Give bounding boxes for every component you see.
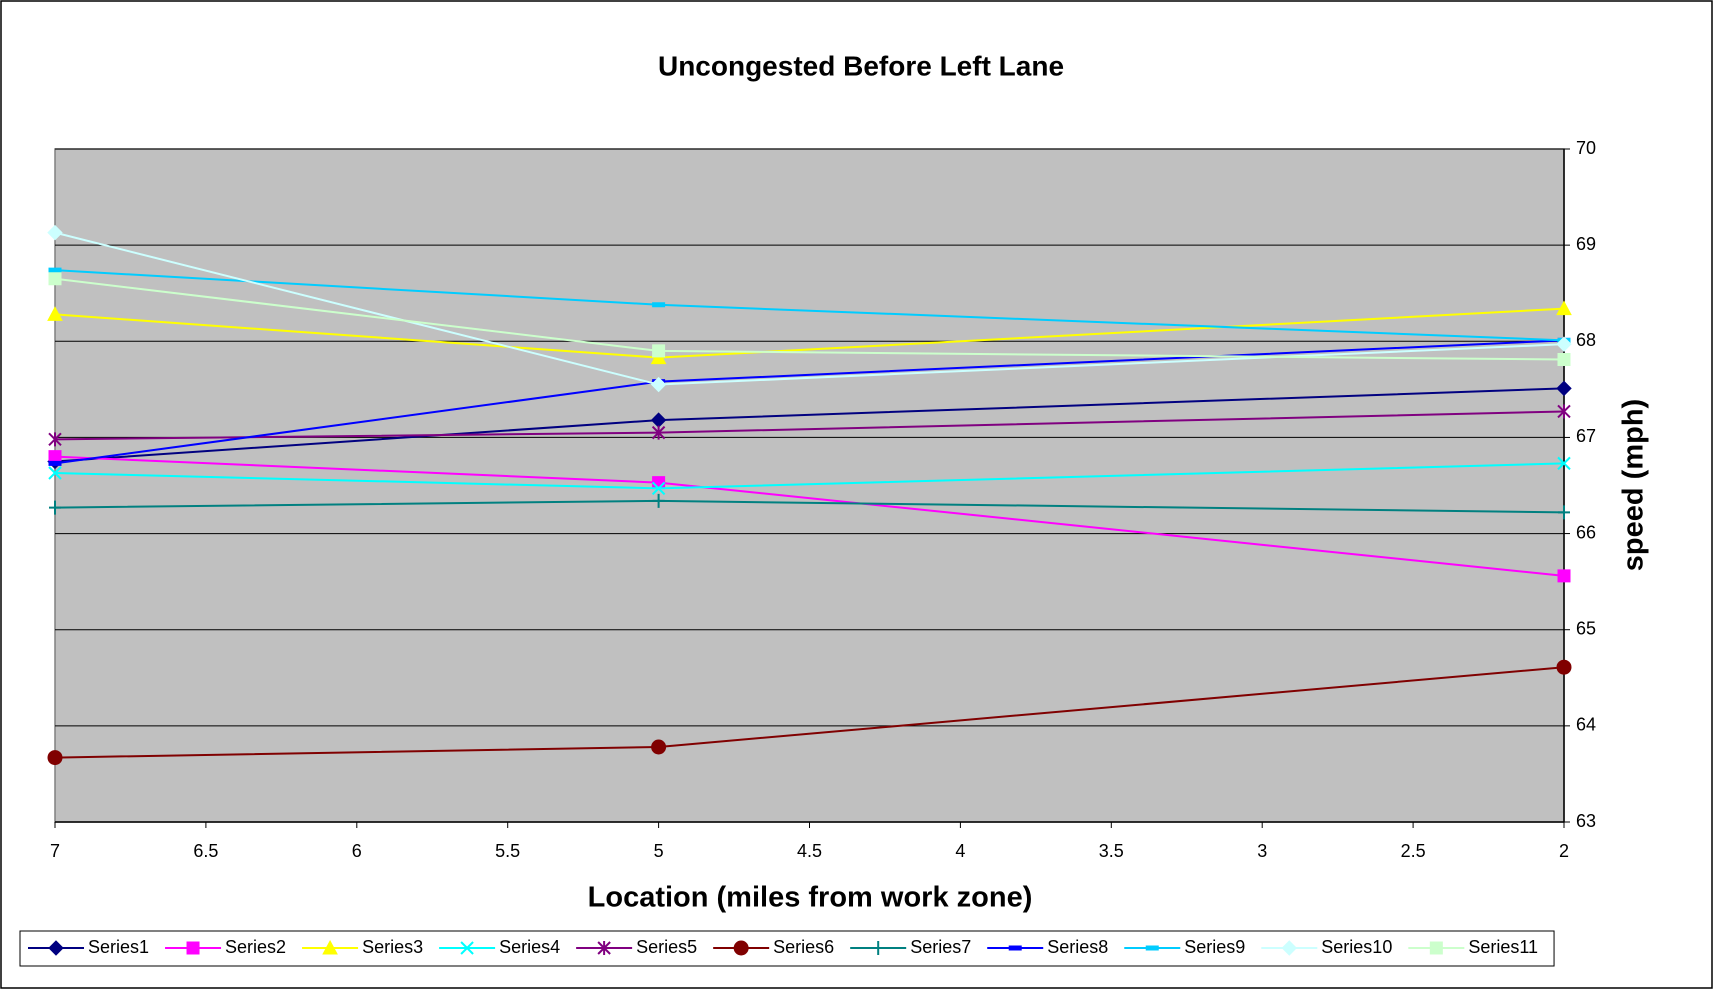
y-tick-label: 68 <box>1576 330 1596 350</box>
marker <box>47 750 63 766</box>
legend-label: Series3 <box>362 937 423 957</box>
legend-label: Series7 <box>910 937 971 957</box>
y-tick-label: 67 <box>1576 426 1596 446</box>
marker <box>49 500 61 515</box>
legend-label: Series6 <box>773 937 834 957</box>
marker <box>651 739 667 755</box>
marker <box>1557 353 1571 367</box>
marker <box>48 466 62 480</box>
plot-area <box>54 148 1565 823</box>
chart-title: Uncongested Before Left Lane <box>658 50 1064 81</box>
y-tick-label: 70 <box>1576 138 1596 158</box>
marker <box>652 493 665 508</box>
y-axis-label: speed (mph) <box>1618 399 1650 571</box>
x-tick-label: 5.5 <box>495 841 520 861</box>
marker <box>872 941 885 955</box>
marker <box>1556 380 1572 397</box>
marker <box>48 940 64 956</box>
marker <box>48 432 62 447</box>
marker <box>651 481 666 496</box>
marker <box>1281 940 1297 956</box>
x-tick-label: 6.5 <box>193 841 218 861</box>
y-tick-label: 65 <box>1576 618 1596 638</box>
marker <box>1557 569 1571 583</box>
marker <box>650 376 667 393</box>
x-axis-label: Location (miles from work zone) <box>588 882 1033 914</box>
legend-label: Series5 <box>636 937 697 957</box>
marker <box>1557 456 1571 471</box>
marker <box>322 939 338 955</box>
marker <box>652 476 666 490</box>
legend-label: Series9 <box>1184 937 1245 957</box>
marker <box>48 450 62 464</box>
marker <box>651 425 666 440</box>
legend-label: Series1 <box>88 937 149 957</box>
marker <box>47 306 63 321</box>
marker <box>733 940 749 956</box>
marker <box>1556 336 1572 352</box>
x-tick-label: 7 <box>50 841 60 861</box>
marker <box>652 344 666 358</box>
marker <box>1556 659 1572 675</box>
y-tick-label: 63 <box>1576 811 1596 831</box>
x-tick-label: 2.5 <box>1401 841 1426 861</box>
x-tick-label: 3.5 <box>1099 841 1124 861</box>
marker <box>460 941 474 955</box>
marker <box>1558 505 1570 520</box>
x-tick-label: 2 <box>1559 841 1569 861</box>
marker <box>1557 404 1571 419</box>
x-tick-label: 5 <box>654 841 664 861</box>
legend-label: Series4 <box>499 937 560 957</box>
legend: Series1 Series2 Series3 Series4 Series5 Serie… <box>19 930 1555 967</box>
legend-label: Series10 <box>1321 937 1392 957</box>
marker <box>597 941 611 955</box>
x-tick-label: 4.5 <box>797 841 822 861</box>
marker <box>48 267 62 273</box>
x-tick-label: 3 <box>1257 841 1267 861</box>
y-tick-label: 64 <box>1576 715 1596 735</box>
marker <box>186 941 200 955</box>
marker <box>47 224 63 241</box>
marker <box>1556 300 1572 316</box>
marker <box>48 272 62 286</box>
x-tick-label: 6 <box>352 841 362 861</box>
marker <box>1429 941 1443 955</box>
legend-label: Series2 <box>225 937 286 957</box>
marker <box>652 302 666 308</box>
marker <box>48 460 62 466</box>
y-tick-label: 66 <box>1576 522 1596 542</box>
marker <box>1008 945 1022 951</box>
legend-label: Series11 <box>1468 937 1538 957</box>
y-tick-label: 69 <box>1576 234 1596 254</box>
marker <box>1145 945 1159 951</box>
legend-label: Series8 <box>1047 937 1108 957</box>
x-tick-label: 4 <box>955 841 965 861</box>
